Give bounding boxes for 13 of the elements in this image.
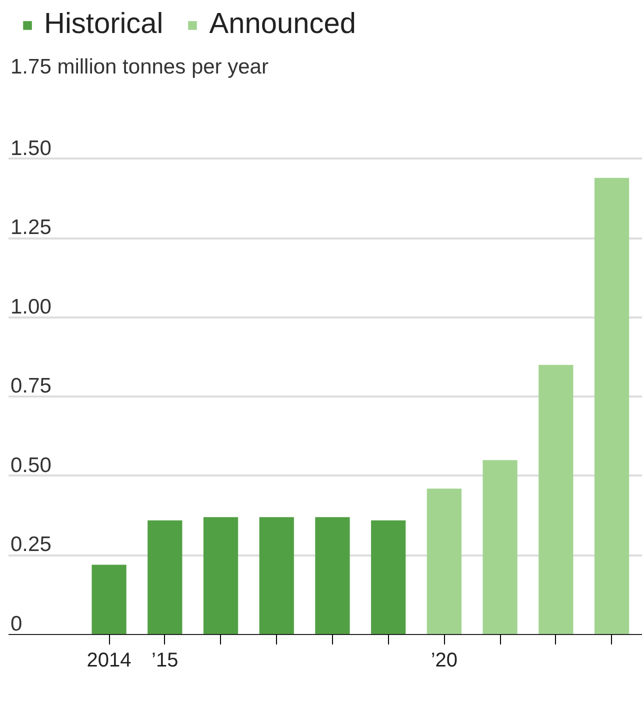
- y-tick-label: 0.25: [10, 533, 52, 556]
- legend-label: Historical: [44, 8, 164, 41]
- y-tick-label: 1.25: [10, 216, 52, 240]
- y-tick-label: 0.75: [10, 374, 52, 398]
- y-tick-label: 1.75 million tonnes per year: [10, 56, 268, 78]
- x-tick-label: 2014: [86, 650, 132, 672]
- y-tick-label: 0: [10, 612, 22, 636]
- legend-label: Announced: [209, 8, 356, 41]
- x-tick-label: ’20: [430, 650, 458, 672]
- x-tick-label: ’15: [152, 650, 178, 672]
- y-tick-label: 0.50: [10, 454, 52, 477]
- y-tick-label: 1.50: [10, 136, 52, 160]
- y-tick-label: 1.00: [10, 295, 52, 318]
